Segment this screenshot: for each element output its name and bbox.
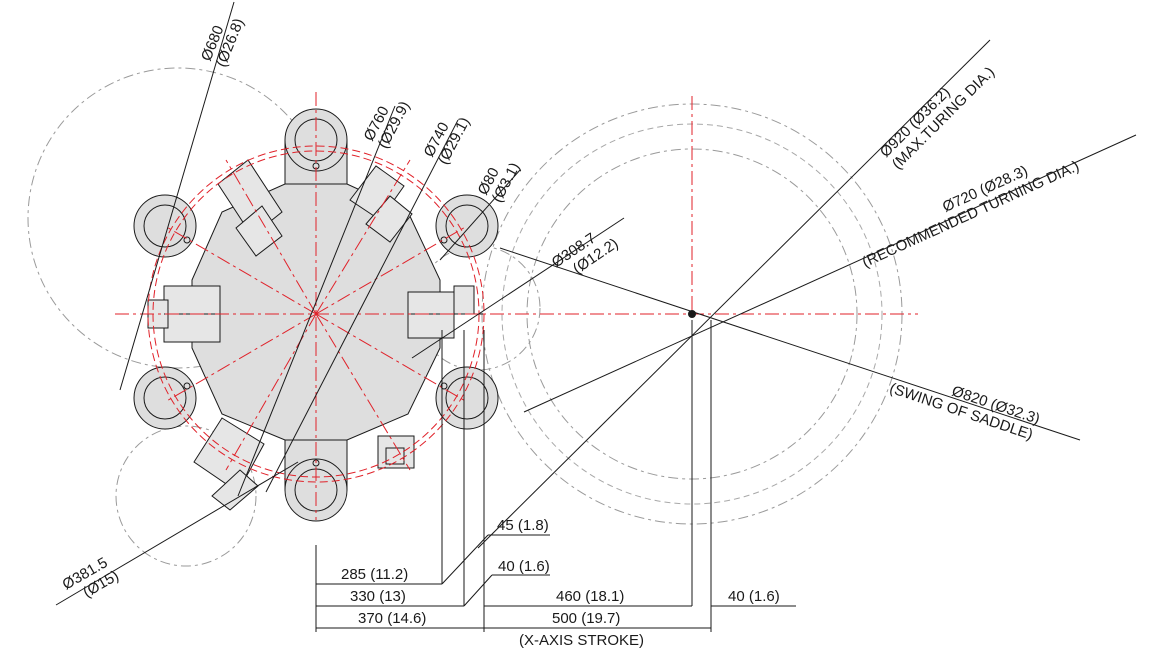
lug-upper-left — [133, 194, 197, 258]
leader-d381 — [55, 461, 299, 606]
leader-d680 — [119, 1, 235, 391]
radial-centerline-tool-ur — [315, 159, 411, 315]
label-d720-note: (RECOMMENDED TURNING DIA.) — [860, 158, 1082, 272]
tool-block-right — [407, 285, 484, 339]
spindle-center — [688, 310, 696, 318]
leader-d308 — [411, 217, 625, 359]
radial-centerline-lower-left — [164, 313, 317, 403]
lug-upper-right — [435, 194, 499, 258]
leader-d820 — [499, 247, 1081, 441]
tool-block-upper-left — [217, 159, 283, 257]
label-285: 285 (11.2) — [341, 566, 408, 583]
tool-block-lower-left — [193, 417, 265, 511]
leader-d760 — [237, 105, 396, 497]
radial-centerline-tool-lr — [315, 313, 411, 471]
label-xaxis-stroke: (X-AXIS STROKE) — [519, 632, 644, 649]
leader-d740 — [265, 119, 459, 493]
leader-d720 — [523, 134, 1137, 413]
leader-d920 — [477, 39, 991, 549]
radial-centerline-tool-ul — [225, 159, 317, 315]
radial-centerline-upper-left — [164, 225, 317, 315]
label-500: 500 (19.7) — [552, 610, 620, 627]
label-460: 460 (18.1) — [556, 588, 624, 605]
radial-centerline-upper-right — [315, 225, 468, 315]
label-40a: 40 (1.6) — [498, 558, 550, 575]
swing-circle-lower — [115, 425, 257, 567]
label-45: 45 (1.8) — [497, 517, 549, 534]
leader-d80 — [439, 169, 521, 261]
tool-block-lower-right — [377, 435, 415, 469]
label-40b: 40 (1.6) — [728, 588, 780, 605]
label-330: 330 (13) — [350, 588, 406, 605]
label-370: 370 (14.6) — [358, 610, 426, 627]
tool-block-upper-right — [349, 165, 413, 243]
label-d920-note: (MAX.TURING DIA.) — [889, 64, 998, 173]
lug-lower-right — [435, 366, 499, 430]
leader-45 — [441, 534, 489, 585]
leader-40a — [463, 574, 493, 607]
